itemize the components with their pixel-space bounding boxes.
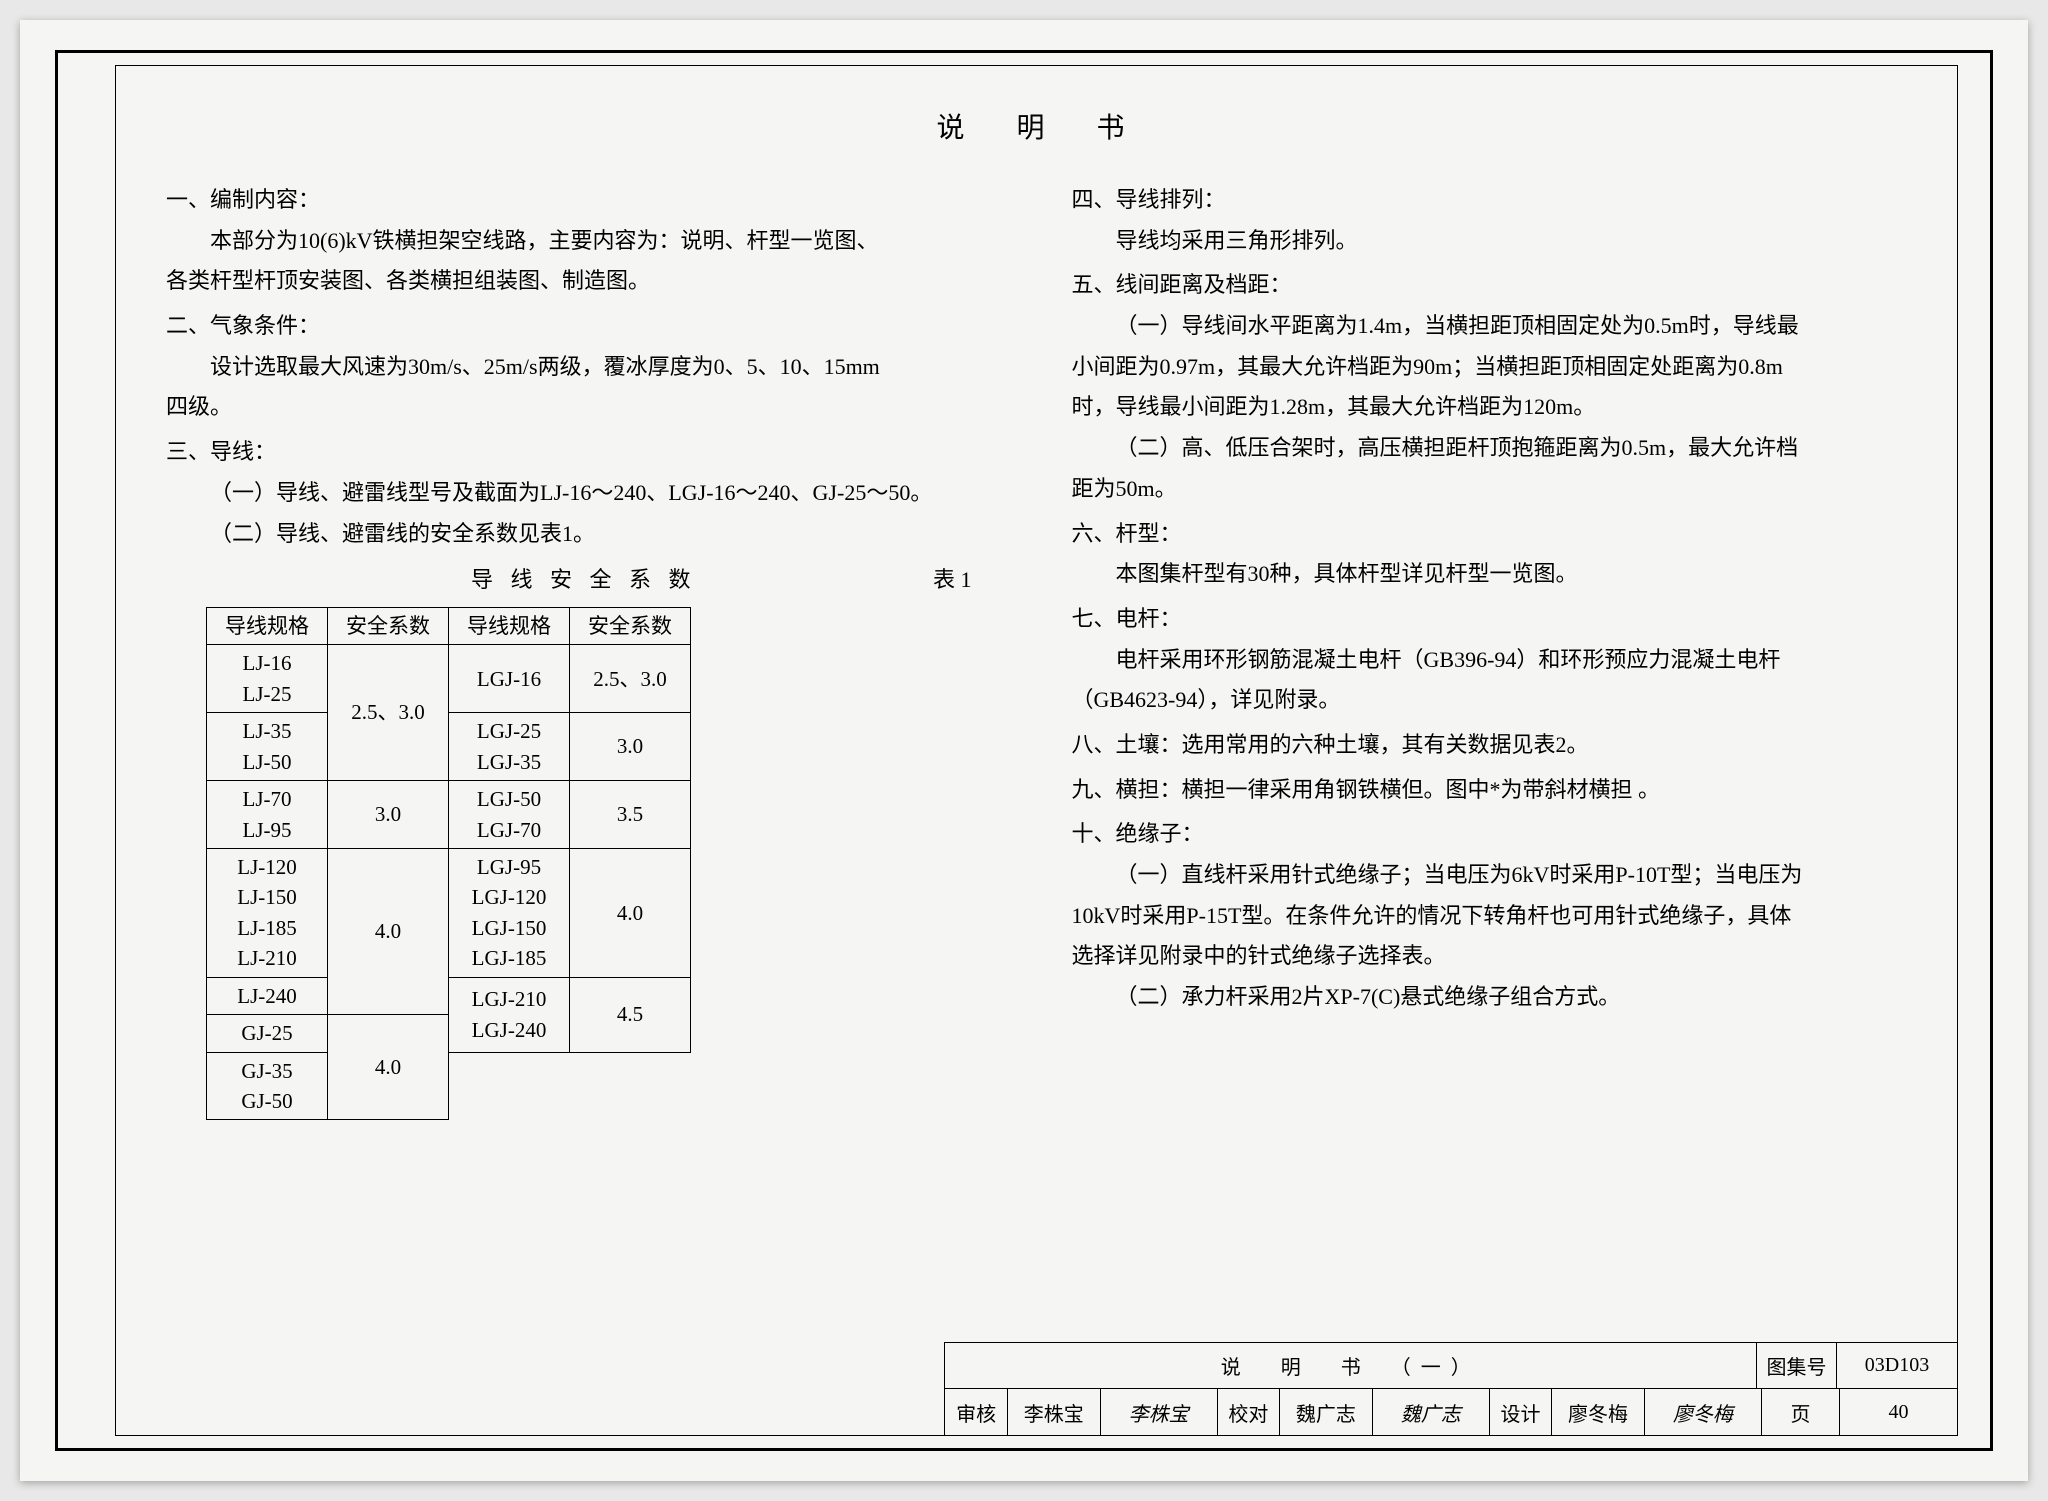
- drawing-frame: 说 明 书 一、编制内容： 本部分为10(6)kV铁横担架空线路，主要内容为：说…: [115, 65, 1958, 1436]
- s7-line2: （GB4623-94），详见附录。: [1072, 680, 1908, 721]
- s3-heading: 三、导线：: [166, 432, 1002, 473]
- table1-caption: 导 线 安 全 系 数 表 1: [166, 560, 1002, 601]
- table-body: LJ-16LJ-252.5、3.0LGJ-162.5、3.0LJ-35LJ-50…: [207, 645, 691, 1120]
- table-cell: 4.5: [570, 977, 691, 1052]
- reviewer-name: 李株宝: [1008, 1389, 1101, 1435]
- collection-number: 03D103: [1837, 1343, 1957, 1388]
- safety-factor-table: 导线规格 安全系数 导线规格 安全系数 LJ-16LJ-252.5、3.0LGJ…: [206, 607, 691, 1121]
- titleblock-row-1: 说 明 书 （一） 图集号 03D103: [945, 1343, 1957, 1389]
- table-cell: 3.5: [570, 781, 691, 849]
- table-cell: LJ-240: [207, 977, 328, 1014]
- s2-line2: 四级。: [166, 387, 1002, 428]
- designer-signature: 廖冬梅: [1645, 1389, 1762, 1435]
- page-title: 说 明 书: [166, 106, 1907, 146]
- titleblock-row-2: 审核 李株宝 李株宝 校对 魏广志 魏广志 设计 廖冬梅 廖冬梅 页 40: [945, 1389, 1957, 1435]
- s4-line1: 导线均采用三角形排列。: [1072, 221, 1908, 262]
- table-cell: LGJ-95LGJ-120LGJ-150LGJ-185: [449, 848, 570, 977]
- page-number: 40: [1840, 1389, 1957, 1435]
- table-row: LJ-16LJ-252.5、3.0LGJ-162.5、3.0: [207, 645, 691, 713]
- table-cell: 2.5、3.0: [328, 645, 449, 781]
- table-cell: 4.0: [328, 848, 449, 1014]
- table-row: LJ-35LJ-50 LGJ-25LGJ-353.0: [207, 713, 691, 781]
- table-cell: 2.5、3.0: [570, 645, 691, 713]
- scanned-page: 说 明 书 一、编制内容： 本部分为10(6)kV铁横担架空线路，主要内容为：说…: [20, 20, 2028, 1481]
- s1-line2: 各类杆型杆顶安装图、各类横担组装图、制造图。: [166, 261, 1002, 302]
- table-cell: LJ-70LJ-95: [207, 781, 328, 849]
- s10-line1: （一）直线杆采用针式绝缘子；当电压为6kV时采用P-10T型；当电压为: [1072, 855, 1908, 896]
- s9-heading: 九、横担：横担一律采用角钢铁横但。图中*为带斜材横担 。: [1072, 770, 1908, 811]
- table-cell: 3.0: [570, 713, 691, 781]
- designer-name: 廖冬梅: [1552, 1389, 1645, 1435]
- col-header: 导线规格: [449, 607, 570, 644]
- page-label: 页: [1762, 1389, 1840, 1435]
- table-row: LJ-120LJ-150LJ-185LJ-210 4.0LGJ-95LGJ-120…: [207, 848, 691, 977]
- checker-signature: 魏广志: [1373, 1389, 1490, 1435]
- table-header-row: 导线规格 安全系数 导线规格 安全系数: [207, 607, 691, 644]
- s5-line2: 小间距为0.97m，其最大允许档距为90m；当横担距顶相固定处距离为0.8m: [1072, 347, 1908, 388]
- s6-line1: 本图集杆型有30种，具体杆型详见杆型一览图。: [1072, 554, 1908, 595]
- table-row: LJ-70LJ-953.0LGJ-50LGJ-703.5: [207, 781, 691, 849]
- table-cell: LJ-120LJ-150LJ-185LJ-210: [207, 848, 328, 977]
- table-cell: GJ-35GJ-50: [207, 1052, 328, 1120]
- s2-line1: 设计选取最大风速为30m/s、25m/s两级，覆冰厚度为0、5、10、15mm: [166, 347, 1002, 388]
- check-label: 校对: [1218, 1389, 1280, 1435]
- s5-line4: （二）高、低压合架时，高压横担距杆顶抱箍距离为0.5m，最大允许档: [1072, 428, 1908, 469]
- s7-line1: 电杆采用环形钢筋混凝土电杆（GB396-94）和环形预应力混凝土电杆: [1072, 640, 1908, 681]
- sheet-title: 说 明 书 （一）: [945, 1343, 1757, 1388]
- table-cell: LGJ-25LGJ-35: [449, 713, 570, 781]
- table-cell: LGJ-210LGJ-240: [449, 977, 570, 1052]
- s1-line1: 本部分为10(6)kV铁横担架空线路，主要内容为：说明、杆型一览图、: [166, 221, 1002, 262]
- right-column: 四、导线排列： 导线均采用三角形排列。 五、线间距离及档距： （一）导线间水平距…: [1072, 176, 1908, 1120]
- s10-line2: 10kV时采用P-15T型。在条件允许的情况下转角杆也可用针式绝缘子，具体: [1072, 896, 1908, 937]
- s1-heading: 一、编制内容：: [166, 180, 1002, 221]
- s7-heading: 七、电杆：: [1072, 599, 1908, 640]
- s8-heading: 八、土壤：选用常用的六种土壤，其有关数据见表2。: [1072, 725, 1908, 766]
- s6-heading: 六、杆型：: [1072, 514, 1908, 555]
- table-row: GJ-35GJ-50: [207, 1052, 691, 1120]
- s5-line3: 时，导线最小间距为1.28m，其最大允许档距为120m。: [1072, 387, 1908, 428]
- s5-line1: （一）导线间水平距离为1.4m，当横担距顶相固定处为0.5m时，导线最: [1072, 306, 1908, 347]
- s10-line3: 选择详见附录中的针式绝缘子选择表。: [1072, 936, 1908, 977]
- s10-heading: 十、绝缘子：: [1072, 814, 1908, 855]
- col-header: 安全系数: [570, 607, 691, 644]
- table-cell: 4.0: [328, 1015, 449, 1120]
- s5-heading: 五、线间距离及档距：: [1072, 265, 1908, 306]
- table-row: LJ-240LGJ-210LGJ-2404.5: [207, 977, 691, 1014]
- table1-caption-text: 导 线 安 全 系 数: [471, 567, 697, 592]
- s3-line1: （一）导线、避雷线型号及截面为LJ-16～240、LGJ-16～240、GJ-2…: [166, 473, 1002, 514]
- table-cell: LGJ-16: [449, 645, 570, 713]
- table-cell: 4.0: [570, 848, 691, 977]
- design-label: 设计: [1490, 1389, 1552, 1435]
- s4-heading: 四、导线排列：: [1072, 180, 1908, 221]
- s2-heading: 二、气象条件：: [166, 306, 1002, 347]
- title-block: 说 明 书 （一） 图集号 03D103 审核 李株宝 李株宝 校对 魏广志 魏…: [944, 1342, 1957, 1435]
- table-cell: LJ-16LJ-25: [207, 645, 328, 713]
- col-header: 安全系数: [328, 607, 449, 644]
- table1-number: 表 1: [933, 560, 972, 601]
- reviewer-signature: 李株宝: [1101, 1389, 1218, 1435]
- two-column-layout: 一、编制内容： 本部分为10(6)kV铁横担架空线路，主要内容为：说明、杆型一览…: [166, 176, 1907, 1120]
- s3-line2: （二）导线、避雷线的安全系数见表1。: [166, 514, 1002, 555]
- table-cell: 3.0: [328, 781, 449, 849]
- collection-label: 图集号: [1757, 1343, 1837, 1388]
- checker-name: 魏广志: [1280, 1389, 1373, 1435]
- left-column: 一、编制内容： 本部分为10(6)kV铁横担架空线路，主要内容为：说明、杆型一览…: [166, 176, 1002, 1120]
- table-cell: LGJ-50LGJ-70: [449, 781, 570, 849]
- s10-line4: （二）承力杆采用2片XP-7(C)悬式绝缘子组合方式。: [1072, 977, 1908, 1018]
- col-header: 导线规格: [207, 607, 328, 644]
- s5-line5: 距为50m。: [1072, 469, 1908, 510]
- review-label: 审核: [945, 1389, 1007, 1435]
- table-cell: LJ-35LJ-50: [207, 713, 328, 781]
- table-cell: GJ-25: [207, 1015, 328, 1052]
